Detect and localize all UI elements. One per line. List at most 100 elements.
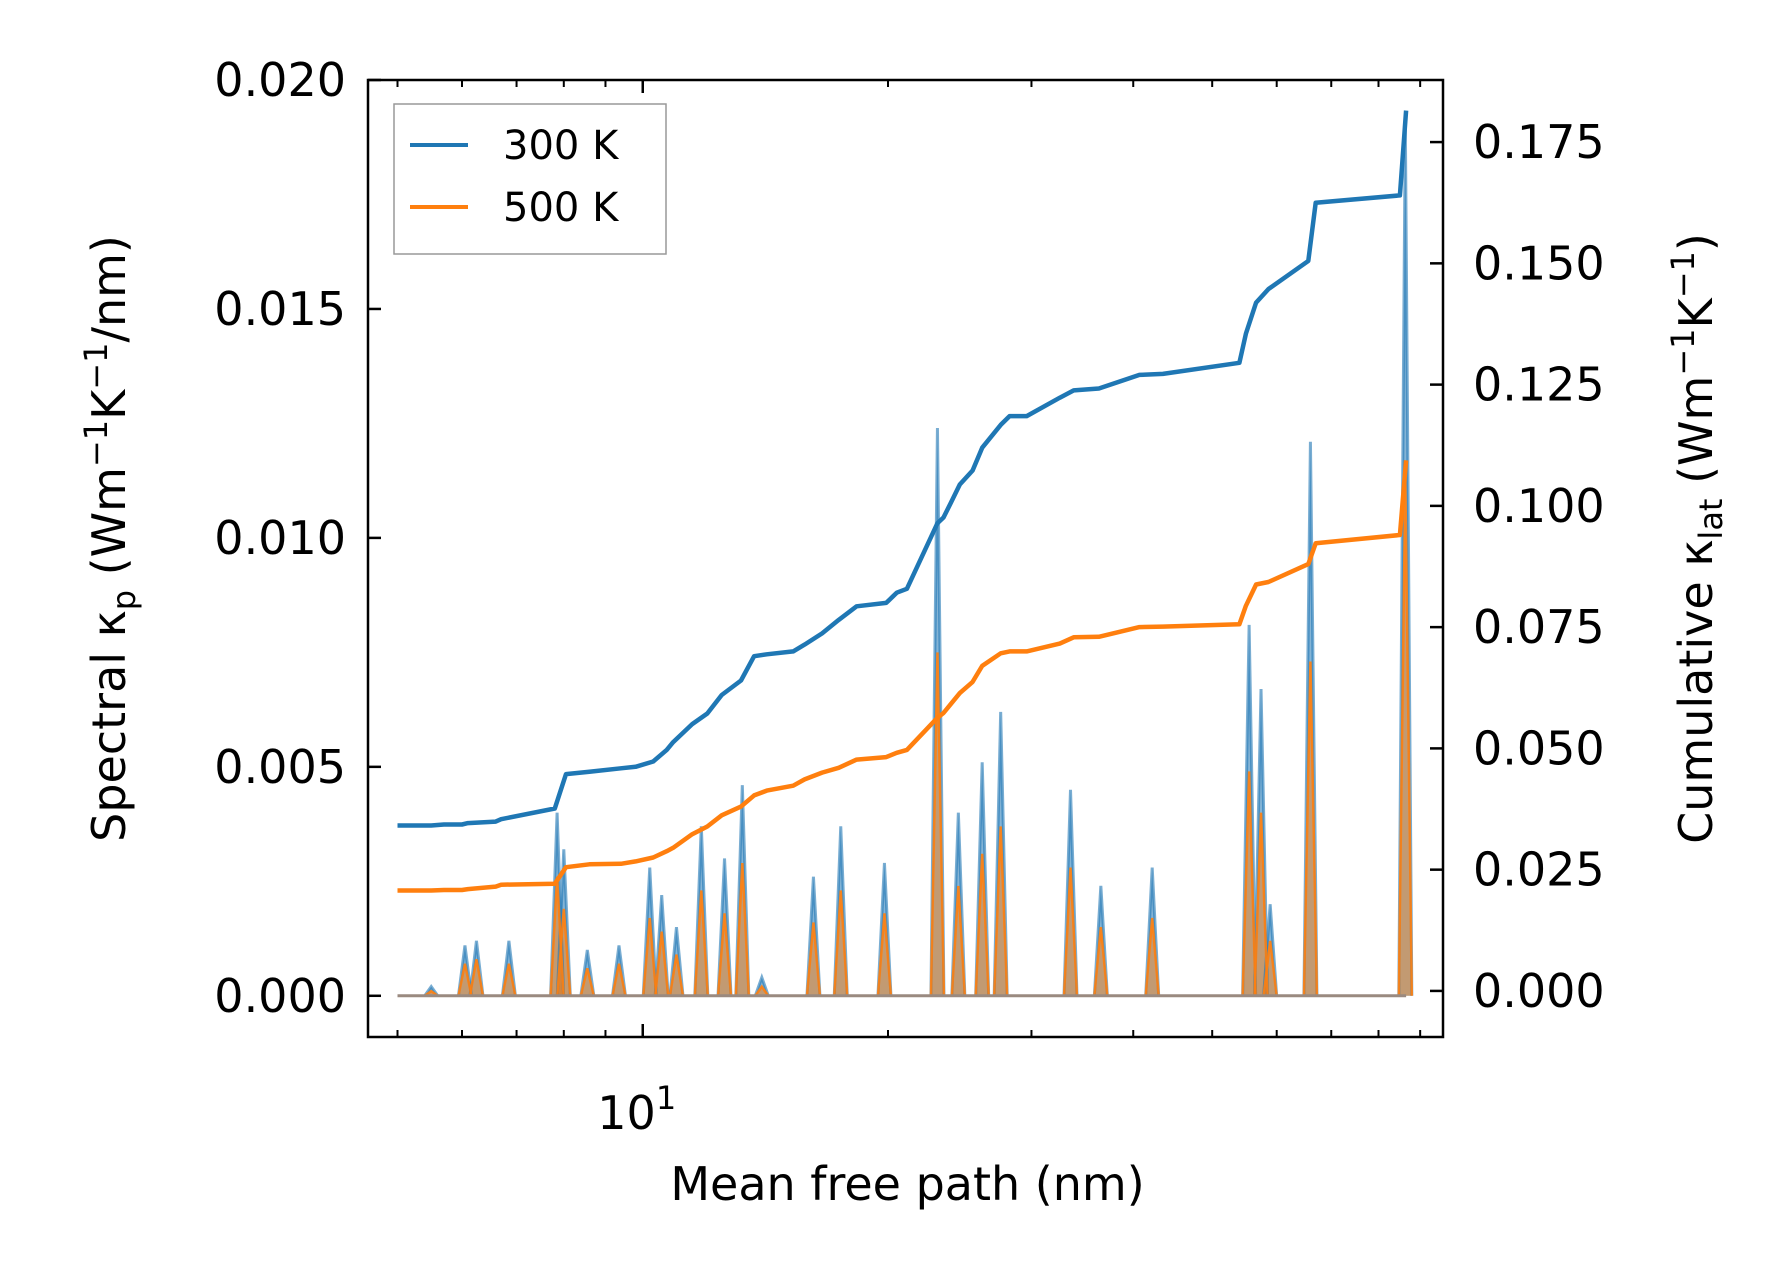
y-left-tick-label: 0.005 xyxy=(214,740,346,794)
y-axis-left-label: Spectral κp (Wm−1K−1/nm) xyxy=(77,235,143,842)
spectral-peak-500K xyxy=(718,913,732,996)
y-right-tick-label: 0.025 xyxy=(1473,843,1605,897)
spectral-peak-outline-500K xyxy=(501,963,517,997)
spectral-peak-outline-300K xyxy=(716,858,733,996)
spectral-peak-outline-300K xyxy=(1241,624,1258,996)
spectral-peak-500K xyxy=(580,968,594,996)
x-tick-label: 101 xyxy=(597,1079,676,1140)
y-right-tick-label: 0.125 xyxy=(1473,358,1605,412)
legend-box xyxy=(393,103,667,255)
spectral-peak-outline-500K xyxy=(611,963,627,997)
spectral-peak-500K xyxy=(877,913,891,996)
spectral-peak-outline-500K xyxy=(929,652,946,996)
spectral-peak-outline-500K xyxy=(457,963,473,997)
spectral-peak-outline-500K xyxy=(468,958,485,997)
spectral-peak-outline-300K xyxy=(1144,867,1161,996)
spectral-peak-outline-300K xyxy=(1092,885,1109,996)
spectral-peak-outline-300K xyxy=(734,785,751,996)
spectral-peak-outline-500K xyxy=(1253,812,1269,996)
spectral-peak-outline-300K xyxy=(876,862,893,996)
spectral-peak-500K xyxy=(669,954,683,996)
y-left-tick-label: 0.015 xyxy=(214,282,346,336)
spectral-peak-500K xyxy=(655,931,669,996)
spectral-peak-outline-300K xyxy=(579,949,596,997)
tick-layer xyxy=(368,78,1443,1037)
y-right-tick-label: 0.175 xyxy=(1473,115,1605,169)
spectral-peak-500K xyxy=(834,890,848,996)
spectral-peak-outline-500K xyxy=(974,853,990,996)
spectral-peak-500K xyxy=(975,853,989,996)
legend-label-300K: 300 K xyxy=(503,123,620,169)
y-axis-right-label: Cumulative κlat (Wm−1K−1) xyxy=(1664,233,1730,844)
spectral-peak-outline-300K xyxy=(753,972,770,997)
y-left-tick-label: 0.020 xyxy=(214,53,346,107)
spectral-peak-500K xyxy=(930,652,944,996)
spectral-peak-500K xyxy=(806,922,820,996)
spectral-peak-outline-300K xyxy=(929,427,946,996)
spectral-peak-outline-500K xyxy=(1241,771,1257,996)
spectral-peak-outline-500K xyxy=(653,931,670,996)
spectral-peak-outline-500K xyxy=(754,984,770,997)
spectral-peak-500K xyxy=(1145,917,1159,996)
spectral-peak-500K xyxy=(612,963,626,996)
spectral-peak-outline-300K xyxy=(805,876,822,996)
spectral-peak-500K xyxy=(1064,867,1078,996)
plot-frame xyxy=(366,78,1445,1039)
spectral-peak-outline-300K xyxy=(641,867,658,996)
y-right-tick-label: 0.150 xyxy=(1473,236,1605,290)
spectral-peak-outline-300K xyxy=(500,940,517,996)
spectral-peak-outline-500K xyxy=(1144,917,1160,996)
spectral-peak-outline-500K xyxy=(992,826,1009,996)
spectral-peak-500K xyxy=(643,917,657,996)
spectral-peak-outline-500K xyxy=(424,989,439,997)
spectral-peak-outline-500K xyxy=(556,908,572,996)
y-right-tick-label: 0.075 xyxy=(1473,600,1605,654)
spectral-peak-500K xyxy=(557,908,571,996)
spectral-peak-outline-500K xyxy=(833,890,849,996)
spectral-peak-outline-300K xyxy=(1062,789,1079,996)
spectral-peak-outline-300K xyxy=(668,926,685,996)
spectral-peak-outline-300K xyxy=(832,826,849,996)
spectral-peak-outline-300K xyxy=(693,826,710,996)
spectral-peak-500K xyxy=(1398,478,1412,996)
spectral-peak-outline-500K xyxy=(579,968,596,997)
spectral-peak-outline-500K xyxy=(1302,661,1319,996)
spectral-peak-500K xyxy=(1242,771,1256,996)
y-right-tick-label: 0.000 xyxy=(1473,964,1605,1018)
spectral-peak-500K xyxy=(1254,812,1268,996)
y-right-tick-label: 0.100 xyxy=(1473,479,1605,533)
spectral-peak-outline-500K xyxy=(1062,867,1079,996)
spectral-peak-outline-500K xyxy=(876,913,893,996)
spectral-peak-outline-500K xyxy=(950,885,967,996)
cumulative-line-layer xyxy=(397,110,1409,893)
spectral-peak-500K xyxy=(469,959,483,996)
spectral-peak-outline-500K xyxy=(1093,926,1109,996)
spectral-peak-outline-300K xyxy=(974,762,991,996)
spectral-peak-outline-500K xyxy=(716,913,733,996)
spectral-peak-outline-500K xyxy=(642,917,658,996)
spectral-peak-outline-300K xyxy=(555,849,572,996)
x-axis-label: Mean free path (nm) xyxy=(670,1157,1144,1211)
cumulative-line-300K xyxy=(397,110,1409,828)
spectral-peak-outline-500K xyxy=(693,890,710,996)
legend: 300 K 500 K xyxy=(393,103,667,255)
spectral-peak-500K xyxy=(1303,661,1317,996)
spectral-peak-500K xyxy=(951,885,965,996)
legend-label-500K: 500 K xyxy=(503,185,620,231)
tick-label-layer: 101 0.000 0.005 0.010 0.015 0.020 0.000 0.025 0.… xyxy=(214,53,1604,1140)
spectral-peak-outline-300K xyxy=(1302,441,1319,996)
spectral-peak-outline-500K xyxy=(805,922,822,996)
spectral-peak-500K xyxy=(502,963,516,996)
spectral-peak-500K xyxy=(735,863,749,996)
cumulative-line-500K xyxy=(397,460,1409,893)
spectral-peak-500K xyxy=(694,890,708,996)
spectral-peak-outline-500K xyxy=(1262,940,1278,996)
spectral-peak-500K xyxy=(994,826,1008,996)
spectral-peak-outline-500K xyxy=(668,954,685,996)
y-left-tick-label: 0.010 xyxy=(214,511,346,565)
spectral-peak-outline-500K xyxy=(734,862,751,996)
y-right-tick-label: 0.050 xyxy=(1473,721,1605,775)
spectral-peak-outline-300K xyxy=(992,711,1009,996)
